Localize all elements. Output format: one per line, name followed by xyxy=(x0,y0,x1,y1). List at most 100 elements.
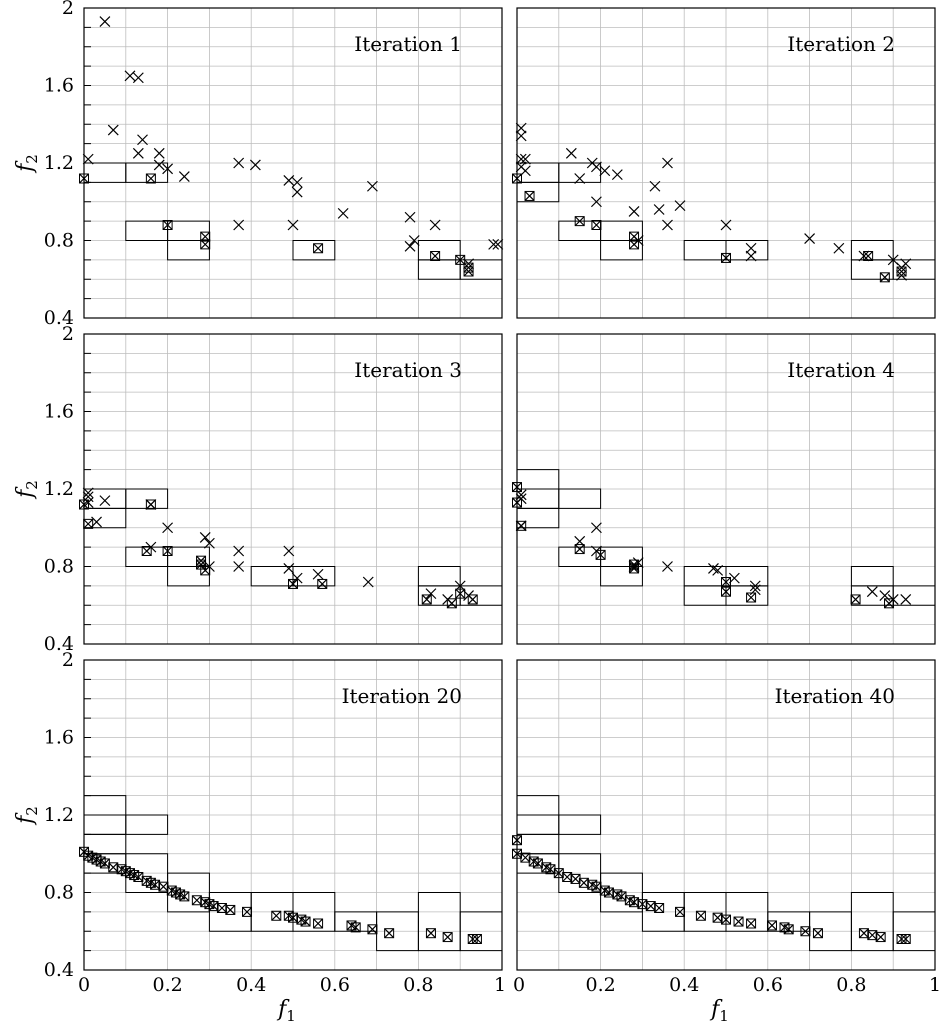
cross-marker xyxy=(249,159,261,171)
boxed-cross-marker xyxy=(179,891,190,902)
boxed-cross-marker xyxy=(746,918,757,929)
cross-marker xyxy=(866,586,878,598)
cross-marker xyxy=(745,250,757,262)
boxed-cross-marker xyxy=(446,598,457,609)
boxed-cross-marker xyxy=(896,266,907,277)
boxed-cross-marker xyxy=(141,546,152,556)
boxed-cross-marker xyxy=(145,499,156,510)
cross-marker xyxy=(233,157,245,169)
cross-marker xyxy=(574,173,586,184)
region-box xyxy=(516,469,560,490)
region-box xyxy=(516,181,560,203)
region-box xyxy=(167,566,210,587)
panel-frame xyxy=(516,659,936,971)
boxed-cross-marker xyxy=(766,920,777,931)
cross-marker xyxy=(132,147,144,159)
x-tick-label: 1 xyxy=(929,974,940,996)
cross-marker xyxy=(366,180,378,192)
boxed-cross-marker xyxy=(850,594,861,605)
cross-marker xyxy=(404,240,416,252)
boxed-cross-marker xyxy=(884,598,895,609)
y-tick-label: 2 xyxy=(62,649,74,671)
panel-title: Iteration 20 xyxy=(342,684,462,708)
boxed-cross-marker xyxy=(712,912,723,923)
cross-marker xyxy=(515,153,527,165)
selected-points xyxy=(512,173,907,283)
region-box xyxy=(417,892,461,952)
region-box xyxy=(125,814,169,835)
x-tick-label: 0.4 xyxy=(236,974,266,996)
cross-marker xyxy=(653,204,665,215)
region-box xyxy=(558,488,602,509)
boxed-cross-marker xyxy=(108,862,119,873)
x-axis-labels: f1 f1 xyxy=(276,997,729,1025)
boxed-cross-marker xyxy=(83,518,94,529)
y-tick-label: 1.2 xyxy=(44,478,74,500)
boxed-cross-marker xyxy=(603,887,614,898)
selected-points xyxy=(512,482,895,609)
boxed-cross-marker xyxy=(271,910,282,921)
boxed-cross-marker xyxy=(425,928,436,939)
cross-marker xyxy=(287,219,299,231)
boxed-cross-marker xyxy=(721,252,731,263)
cross-marker xyxy=(362,576,374,588)
cross-marker xyxy=(590,522,602,534)
x-tick-label: 0 xyxy=(513,974,525,996)
boxed-cross-marker xyxy=(317,578,328,589)
region-box xyxy=(83,507,127,529)
panel-title: Iteration 2 xyxy=(787,32,895,56)
panel-5: Iteration 20 xyxy=(79,659,503,971)
x-axis-label: f1 xyxy=(709,997,729,1025)
cross-marker xyxy=(896,262,907,274)
selected-points xyxy=(512,835,911,944)
y-tick-label: 0.4 xyxy=(44,959,74,981)
panel-frame xyxy=(83,333,503,645)
region-box xyxy=(725,585,769,606)
boxed-cross-marker xyxy=(574,544,585,555)
cross-marker xyxy=(153,147,165,159)
y-axis-label-sub: 2 xyxy=(23,154,41,164)
region-box xyxy=(683,566,727,587)
panel-2: Iteration 2 xyxy=(512,7,936,319)
panel-3: Iteration 3 xyxy=(79,333,503,645)
panel-title: Iteration 40 xyxy=(775,684,895,708)
y-axis-label-sub: 2 xyxy=(23,806,41,816)
boxed-cross-marker xyxy=(430,251,441,261)
cross-marker xyxy=(712,564,724,576)
boxed-cross-marker xyxy=(783,924,794,935)
cross-marker xyxy=(291,176,303,188)
boxed-cross-marker xyxy=(812,928,823,939)
region-box xyxy=(83,795,127,816)
panels-layer: Iteration 1 Iteration 2 Iteration 3 Iterati… xyxy=(79,7,936,971)
cross-marker xyxy=(408,235,420,246)
region-box xyxy=(459,585,503,606)
region-box xyxy=(167,220,210,241)
cross-marker xyxy=(82,153,94,165)
boxed-cross-marker xyxy=(629,563,640,574)
region-box xyxy=(292,566,336,587)
cross-marker xyxy=(425,588,437,600)
cross-marker xyxy=(720,219,732,231)
boxed-cross-marker xyxy=(300,916,311,927)
boxed-cross-marker xyxy=(595,549,606,560)
boxed-cross-marker xyxy=(900,934,911,944)
boxed-cross-marker xyxy=(216,903,227,913)
cross-marker xyxy=(91,516,102,528)
boxed-cross-marker xyxy=(879,272,890,283)
boxed-cross-marker xyxy=(200,239,211,250)
boxed-cross-marker xyxy=(313,918,324,929)
y-axis-labels: f2 f2 f2 xyxy=(13,154,41,826)
boxed-cross-marker xyxy=(158,881,169,892)
cross-marker xyxy=(107,124,119,136)
cross-marker xyxy=(590,161,602,173)
cross-marker xyxy=(628,206,640,217)
y-tick-label: 2 xyxy=(62,0,74,19)
x-tick-labels: 0 0.2 0.4 0.6 0.8 1 0 0.2 0.4 0.6 0.8 1 xyxy=(78,974,940,996)
region-box xyxy=(600,240,643,261)
cross-marker xyxy=(178,171,190,182)
y-tick-label: 0.4 xyxy=(44,307,74,329)
boxed-cross-marker xyxy=(162,546,173,556)
cross-marker xyxy=(515,130,527,142)
cross-marker xyxy=(492,238,504,250)
